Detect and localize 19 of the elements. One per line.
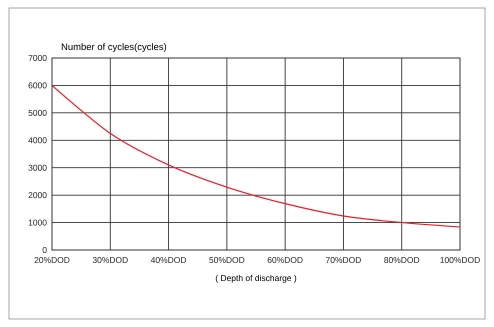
y-tick-label: 0	[42, 247, 47, 253]
x-axis-title: ( Depth of discharge )	[216, 274, 296, 283]
line-series	[52, 84, 460, 228]
x-tick-label: 80%DOD	[384, 257, 420, 264]
y-tick-label: 4000	[28, 137, 47, 144]
x-tick-label: 20%DOD	[34, 257, 70, 264]
x-tick-label: 70%DOD	[326, 257, 361, 264]
x-tick-label: 50%DOD	[209, 257, 244, 264]
y-axis-title: Number of cycles(cycles)	[62, 43, 166, 52]
y-tick-label: 2000	[28, 192, 47, 198]
y-tick-label: 7000	[28, 55, 47, 61]
y-tick-label: 5000	[28, 110, 47, 116]
y-tick-label: 1000	[28, 220, 47, 226]
y-tick-label: 3000	[28, 164, 47, 171]
y-tick-label: 6000	[28, 82, 47, 88]
x-tick-label: 100%DOD	[440, 257, 480, 264]
x-tick-label: 30%DOD	[92, 257, 128, 264]
x-tick-label: 40%DOD	[150, 257, 186, 264]
x-tick-label: 60%DOD	[268, 257, 303, 264]
